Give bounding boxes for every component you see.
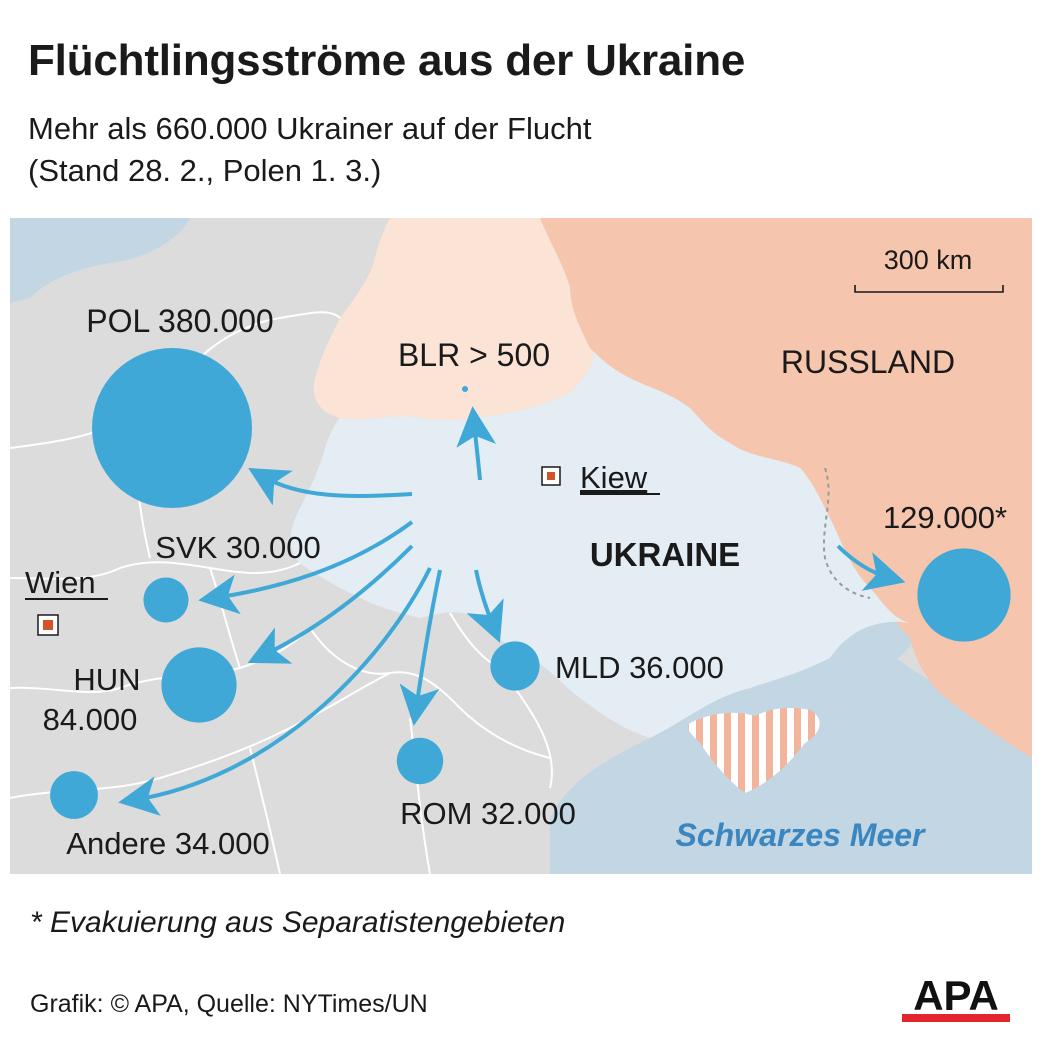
blr-label: BLR > 500 <box>398 337 550 373</box>
azov-sea <box>830 621 914 667</box>
footnote: * Evakuierung aus Separatistengebieten <box>30 906 566 939</box>
ukraine-area <box>290 348 910 738</box>
flow-arrows <box>118 406 906 816</box>
kiev-marker: Kiew <box>541 460 660 495</box>
scale-label: 300 km <box>884 245 973 275</box>
map-canvas: 300 km RUSSLAND UKRAINE Schwarzes Meer K… <box>10 218 1032 874</box>
baltic-sea <box>10 218 190 303</box>
arrow-svk <box>198 520 414 615</box>
flow-circle-pol <box>92 348 252 508</box>
hun-label-line-2: 84.000 <box>43 702 138 737</box>
russia-label: RUSSLAND <box>781 344 955 380</box>
page-title: Flüchtlingsströme aus der Ukraine <box>28 36 746 85</box>
source-credit: Grafik: © APA, Quelle: NYTimes/UN <box>30 990 428 1018</box>
separatist-boundary <box>823 467 871 599</box>
flow-circles <box>50 348 1011 819</box>
rom-label: ROM 32.000 <box>400 796 576 831</box>
arrow-rus <box>836 544 906 591</box>
subtitle-line-1: Mehr als 660.000 Ukrainer auf der Flucht <box>28 111 592 146</box>
refugee-flow-map: 300 km RUSSLAND UKRAINE Schwarzes Meer K… <box>10 218 1032 874</box>
black-sea <box>550 652 1032 874</box>
russia-area <box>540 218 1032 758</box>
arrow-other <box>118 567 432 816</box>
vienna-marker: Wien <box>25 565 108 636</box>
kiev-label: Kiew <box>580 460 648 495</box>
apa-logo: APA <box>902 972 1010 1022</box>
pol-label: POL 380.000 <box>86 303 273 339</box>
vienna-label: Wien <box>25 565 96 600</box>
svk-label: SVK 30.000 <box>155 530 320 565</box>
belarus-area <box>313 218 594 421</box>
arrow-blr <box>456 406 497 481</box>
apa-logo-text: APA <box>913 972 999 1019</box>
subtitle-line-2: (Stand 28. 2., Polen 1. 3.) <box>28 153 382 188</box>
other-label: Andere 34.000 <box>66 826 269 861</box>
arrow-rom <box>399 569 442 726</box>
subtitle: Mehr als 660.000 Ukrainer auf der Flucht… <box>28 108 591 192</box>
arrow-pol <box>248 467 413 506</box>
flow-circle-blr <box>462 386 468 392</box>
arrow-hun <box>247 544 414 664</box>
hun-label-line-1: HUN <box>73 662 140 697</box>
rus-label: 129.000* <box>883 500 1007 535</box>
flow-circle-other <box>50 771 98 819</box>
scale-bar: 300 km <box>854 245 1004 293</box>
flow-circle-svk <box>143 577 189 623</box>
flow-circle-rom <box>396 737 444 785</box>
flow-circle-mld <box>490 641 540 691</box>
arrow-mld <box>466 569 504 643</box>
crimea-area <box>688 708 820 793</box>
flow-circle-rus <box>917 548 1011 642</box>
ukraine-label: UKRAINE <box>590 536 740 573</box>
mld-label: MLD 36.000 <box>555 650 724 685</box>
sea-label: Schwarzes Meer <box>675 817 926 853</box>
flow-circle-hun <box>161 647 237 723</box>
